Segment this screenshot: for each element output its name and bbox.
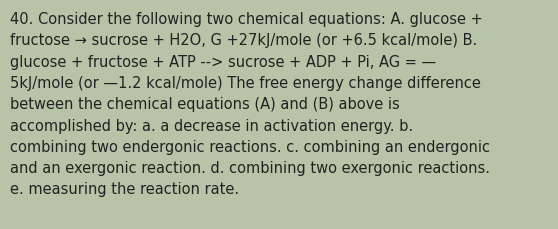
Text: and an exergonic reaction. d. combining two exergonic reactions.: and an exergonic reaction. d. combining … <box>10 160 490 175</box>
Text: glucose + fructose + ATP --> sucrose + ADP + Pi, AG = —: glucose + fructose + ATP --> sucrose + A… <box>10 54 436 69</box>
Text: accomplished by: a. a decrease in activation energy. b.: accomplished by: a. a decrease in activa… <box>10 118 413 133</box>
Text: 5kJ/mole (or —1.2 kcal/mole) The free energy change difference: 5kJ/mole (or —1.2 kcal/mole) The free en… <box>10 76 481 90</box>
Text: fructose → sucrose + H2O, G +27kJ/mole (or +6.5 kcal/mole) B.: fructose → sucrose + H2O, G +27kJ/mole (… <box>10 33 477 48</box>
Text: between the chemical equations (A) and (B) above is: between the chemical equations (A) and (… <box>10 97 400 112</box>
Text: combining two endergonic reactions. c. combining an endergonic: combining two endergonic reactions. c. c… <box>10 139 490 154</box>
Text: 40. Consider the following two chemical equations: A. glucose +: 40. Consider the following two chemical … <box>10 12 483 27</box>
Text: e. measuring the reaction rate.: e. measuring the reaction rate. <box>10 182 239 196</box>
